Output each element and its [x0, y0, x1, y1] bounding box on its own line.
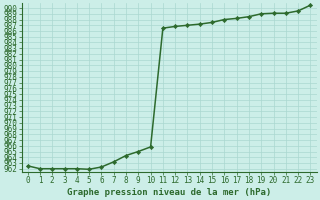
X-axis label: Graphe pression niveau de la mer (hPa): Graphe pression niveau de la mer (hPa) [67, 188, 271, 197]
